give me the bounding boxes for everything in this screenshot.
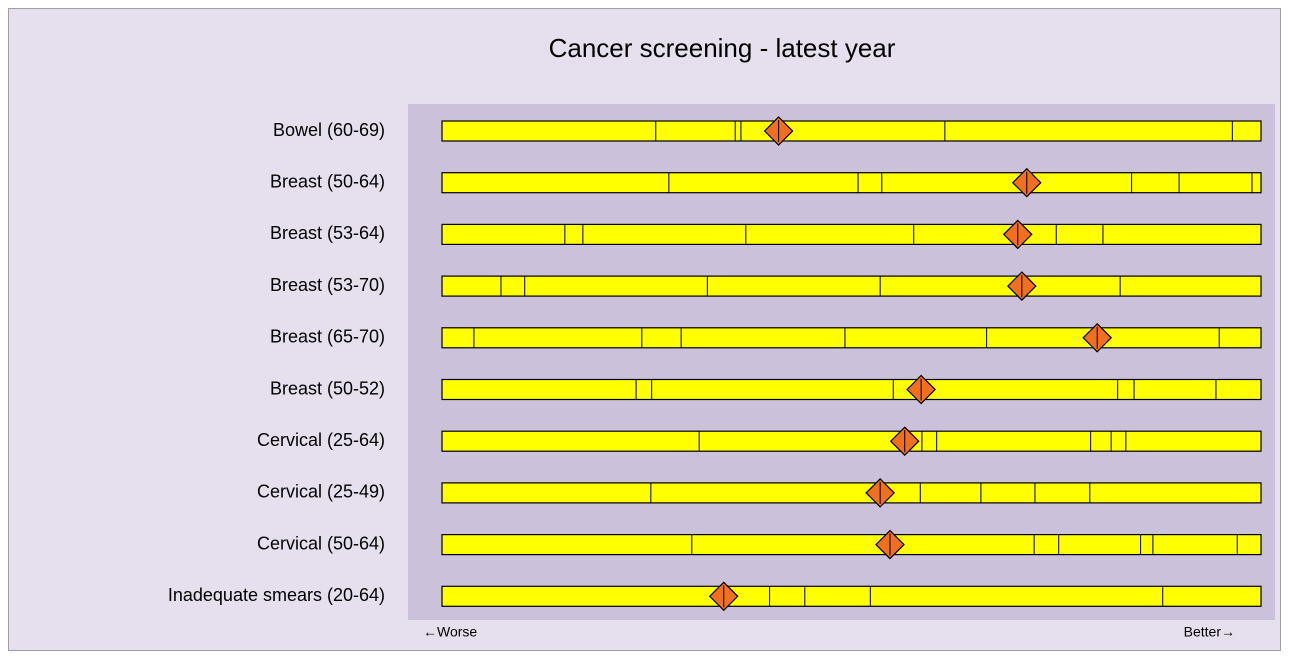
worse-label: ←Worse bbox=[423, 624, 477, 640]
bar bbox=[441, 120, 1262, 142]
marker bbox=[708, 581, 739, 612]
category-label: Cervical (25-49) bbox=[257, 482, 385, 502]
marker bbox=[1011, 167, 1042, 198]
marker bbox=[1082, 322, 1113, 353]
bar bbox=[441, 482, 1262, 504]
bar bbox=[441, 430, 1262, 452]
bar bbox=[441, 533, 1262, 556]
bar bbox=[441, 327, 1262, 349]
category-label: Cervical (25-64) bbox=[257, 430, 385, 450]
bar bbox=[441, 585, 1262, 607]
category-label: Breast (53-64) bbox=[270, 223, 385, 243]
marker bbox=[763, 116, 794, 146]
chart-title: Cancer screening - latest year bbox=[549, 33, 896, 63]
marker bbox=[1002, 219, 1033, 250]
category-label: Breast (50-52) bbox=[270, 378, 385, 398]
marker bbox=[906, 374, 936, 405]
marker bbox=[865, 478, 896, 508]
marker bbox=[1007, 271, 1037, 301]
category-label: Breast (65-70) bbox=[270, 327, 385, 347]
category-label: Breast (50-64) bbox=[270, 171, 385, 191]
marker bbox=[889, 426, 920, 457]
bar bbox=[441, 275, 1262, 297]
marker bbox=[875, 529, 905, 560]
category-label: Cervical (50-64) bbox=[257, 533, 385, 553]
bar bbox=[441, 172, 1262, 194]
category-label: Bowel (60-69) bbox=[273, 120, 385, 140]
category-label: Breast (53-70) bbox=[270, 275, 385, 295]
category-label: Inadequate smears (20-64) bbox=[168, 585, 385, 605]
bar bbox=[441, 378, 1262, 401]
better-label: Better→ bbox=[1184, 624, 1235, 640]
